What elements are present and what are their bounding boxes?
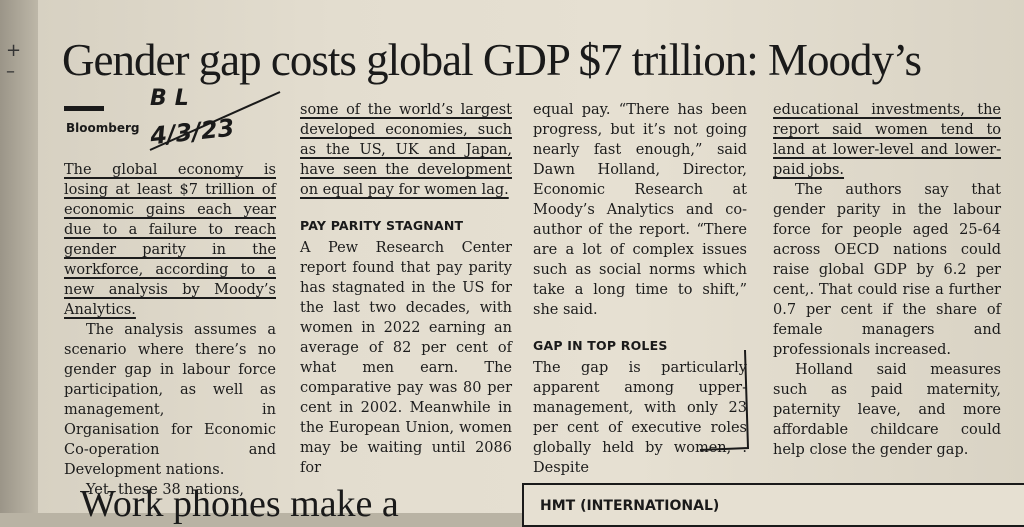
pen-annotations xyxy=(149,91,750,451)
col4-paragraph-1: educational investments, the report said… xyxy=(773,102,1001,178)
col4-paragraph-3: Holland said measures such as paid mater… xyxy=(773,362,1001,458)
article-byline: Bloomberg xyxy=(66,121,140,135)
article-column-1: The global economy is losing at least $7… xyxy=(64,160,276,500)
pen-bracket-stroke xyxy=(699,349,750,451)
article-headline: Gender gap costs global GDP $7 trillion:… xyxy=(62,35,922,85)
pen-slash-stroke xyxy=(149,91,281,151)
subhead-gap-top-roles: GAP IN TOP ROLES xyxy=(533,338,668,353)
article-column-4: educational investments, the report said… xyxy=(773,100,1001,460)
col3-paragraph-1: equal pay. “There has been progress, but… xyxy=(533,102,747,318)
col2-paragraph-2: A Pew Research Center report found that … xyxy=(300,240,512,476)
next-article-headline: Work phones make a xyxy=(80,483,399,525)
col1-paragraph-1: The global economy is losing at least $7… xyxy=(64,162,276,318)
byline-rule xyxy=(64,106,104,111)
edge-marks: + – xyxy=(6,40,24,82)
handwritten-initials: BL xyxy=(150,86,197,111)
next-box-title: HMT (INTERNATIONAL) xyxy=(540,498,720,514)
col1-paragraph-2: The analysis assumes a scenario where th… xyxy=(64,322,276,478)
page-edge: + – xyxy=(0,0,38,513)
article-column-2: some of the world’s largest developed ec… xyxy=(300,100,512,478)
col4-paragraph-2: The authors say that gender parity in th… xyxy=(773,182,1001,358)
col2-paragraph-1: some of the world’s largest developed ec… xyxy=(300,102,512,198)
col1-paragraph-3: Yet, these 38 nations, xyxy=(86,482,244,498)
col3-paragraph-2: The gap is particularly apparent among u… xyxy=(533,360,747,476)
article-column-3: equal pay. “There has been progress, but… xyxy=(533,100,747,478)
newspaper-page xyxy=(38,0,1024,513)
subhead-pay-parity: PAY PARITY STAGNANT xyxy=(300,218,464,233)
